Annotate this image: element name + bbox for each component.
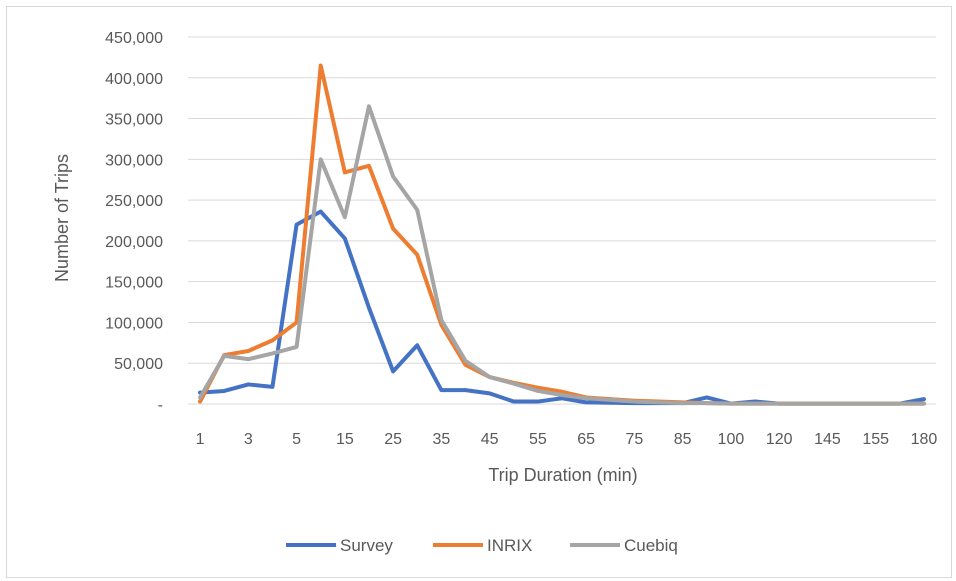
x-tick-label-180: 180 xyxy=(911,431,938,448)
y-tick-label-350000: 350,000 xyxy=(105,112,163,129)
x-tick-label-75: 75 xyxy=(625,431,643,448)
x-tick-label-120: 120 xyxy=(766,431,793,448)
legend-label-cuebiq: Cuebiq xyxy=(624,536,678,555)
legend-label-survey: Survey xyxy=(340,536,393,555)
chart-area xyxy=(6,6,952,578)
x-tick-label-85: 85 xyxy=(674,431,692,448)
y-tick-label-0: - xyxy=(158,397,163,414)
y-tick-label-100000: 100,000 xyxy=(105,315,163,332)
data-series xyxy=(198,63,926,406)
x-tick-label-1: 1 xyxy=(196,431,205,448)
y-axis-title: Number of Trips xyxy=(52,154,72,282)
y-tick-label-200000: 200,000 xyxy=(105,234,163,251)
series-line-cuebiq xyxy=(198,104,926,406)
y-tick-label-250000: 250,000 xyxy=(105,193,163,210)
y-tick-label-50000: 50,000 xyxy=(114,356,163,373)
x-tick-label-45: 45 xyxy=(481,431,499,448)
y-tick-label-150000: 150,000 xyxy=(105,275,163,292)
x-tick-label-25: 25 xyxy=(384,431,402,448)
y-axis-tick-labels: - 50,000 100,000 150,000 200,000 250,000 300,0… xyxy=(105,30,163,414)
x-tick-label-5: 5 xyxy=(292,431,301,448)
x-tick-label-55: 55 xyxy=(529,431,547,448)
x-tick-label-35: 35 xyxy=(432,431,450,448)
x-tick-label-100: 100 xyxy=(718,431,745,448)
x-tick-label-3: 3 xyxy=(244,431,253,448)
y-tick-label-450000: 450,000 xyxy=(105,30,163,47)
series-line-inrix xyxy=(198,63,926,406)
x-axis-tick-labels: 1 3 5 15 25 35 45 55 65 75 85 100 120 145 155 180 xyxy=(196,431,938,448)
x-tick-label-65: 65 xyxy=(577,431,595,448)
x-tick-label-15: 15 xyxy=(336,431,354,448)
x-tick-label-145: 145 xyxy=(814,431,841,448)
y-tick-label-400000: 400,000 xyxy=(105,71,163,88)
legend-label-inrix: INRIX xyxy=(487,536,532,555)
x-axis-title: Trip Duration (min) xyxy=(488,465,637,485)
y-tick-label-300000: 300,000 xyxy=(105,152,163,169)
x-tick-label-155: 155 xyxy=(862,431,889,448)
legend: Survey INRIX Cuebiq xyxy=(286,536,678,555)
